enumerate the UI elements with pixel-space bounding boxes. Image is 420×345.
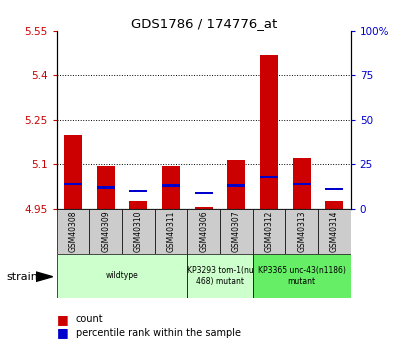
Bar: [227, 185, 245, 187]
Text: strain: strain: [6, 272, 38, 282]
Bar: [64, 135, 82, 209]
Text: GSM40308: GSM40308: [68, 210, 78, 252]
Bar: [155, 209, 187, 254]
Text: percentile rank within the sample: percentile rank within the sample: [76, 328, 241, 338]
Bar: [162, 166, 180, 209]
Bar: [97, 166, 115, 209]
Bar: [285, 209, 318, 254]
Polygon shape: [36, 272, 53, 282]
Bar: [293, 158, 311, 209]
Bar: [57, 209, 89, 254]
Bar: [318, 209, 351, 254]
Bar: [260, 55, 278, 209]
Bar: [293, 183, 311, 185]
Bar: [64, 183, 82, 185]
Bar: [220, 209, 253, 254]
Text: GSM40306: GSM40306: [199, 210, 208, 252]
Bar: [326, 188, 344, 190]
Bar: [260, 176, 278, 178]
Text: GSM40314: GSM40314: [330, 210, 339, 252]
Text: GSM40312: GSM40312: [265, 210, 273, 252]
Text: count: count: [76, 314, 103, 324]
Text: KP3365 unc-43(n1186)
mutant: KP3365 unc-43(n1186) mutant: [258, 266, 346, 286]
Bar: [129, 201, 147, 209]
Bar: [122, 209, 155, 254]
Bar: [195, 207, 213, 209]
Text: ■: ■: [57, 313, 68, 326]
Text: ■: ■: [57, 326, 68, 339]
Bar: [187, 254, 253, 298]
Text: wildtype: wildtype: [106, 272, 139, 280]
Bar: [129, 190, 147, 192]
Bar: [162, 185, 180, 187]
Bar: [97, 186, 115, 189]
Bar: [253, 254, 351, 298]
Bar: [187, 209, 220, 254]
Text: GSM40307: GSM40307: [232, 210, 241, 252]
Text: KP3293 tom-1(nu
468) mutant: KP3293 tom-1(nu 468) mutant: [186, 266, 253, 286]
Text: GSM40310: GSM40310: [134, 210, 143, 252]
Text: GSM40311: GSM40311: [167, 210, 176, 252]
Text: GSM40313: GSM40313: [297, 210, 306, 252]
Bar: [326, 201, 344, 209]
Bar: [89, 209, 122, 254]
Title: GDS1786 / 174776_at: GDS1786 / 174776_at: [131, 17, 277, 30]
Bar: [253, 209, 285, 254]
Bar: [195, 191, 213, 194]
Text: GSM40309: GSM40309: [101, 210, 110, 252]
Bar: [57, 254, 187, 298]
Bar: [227, 160, 245, 209]
